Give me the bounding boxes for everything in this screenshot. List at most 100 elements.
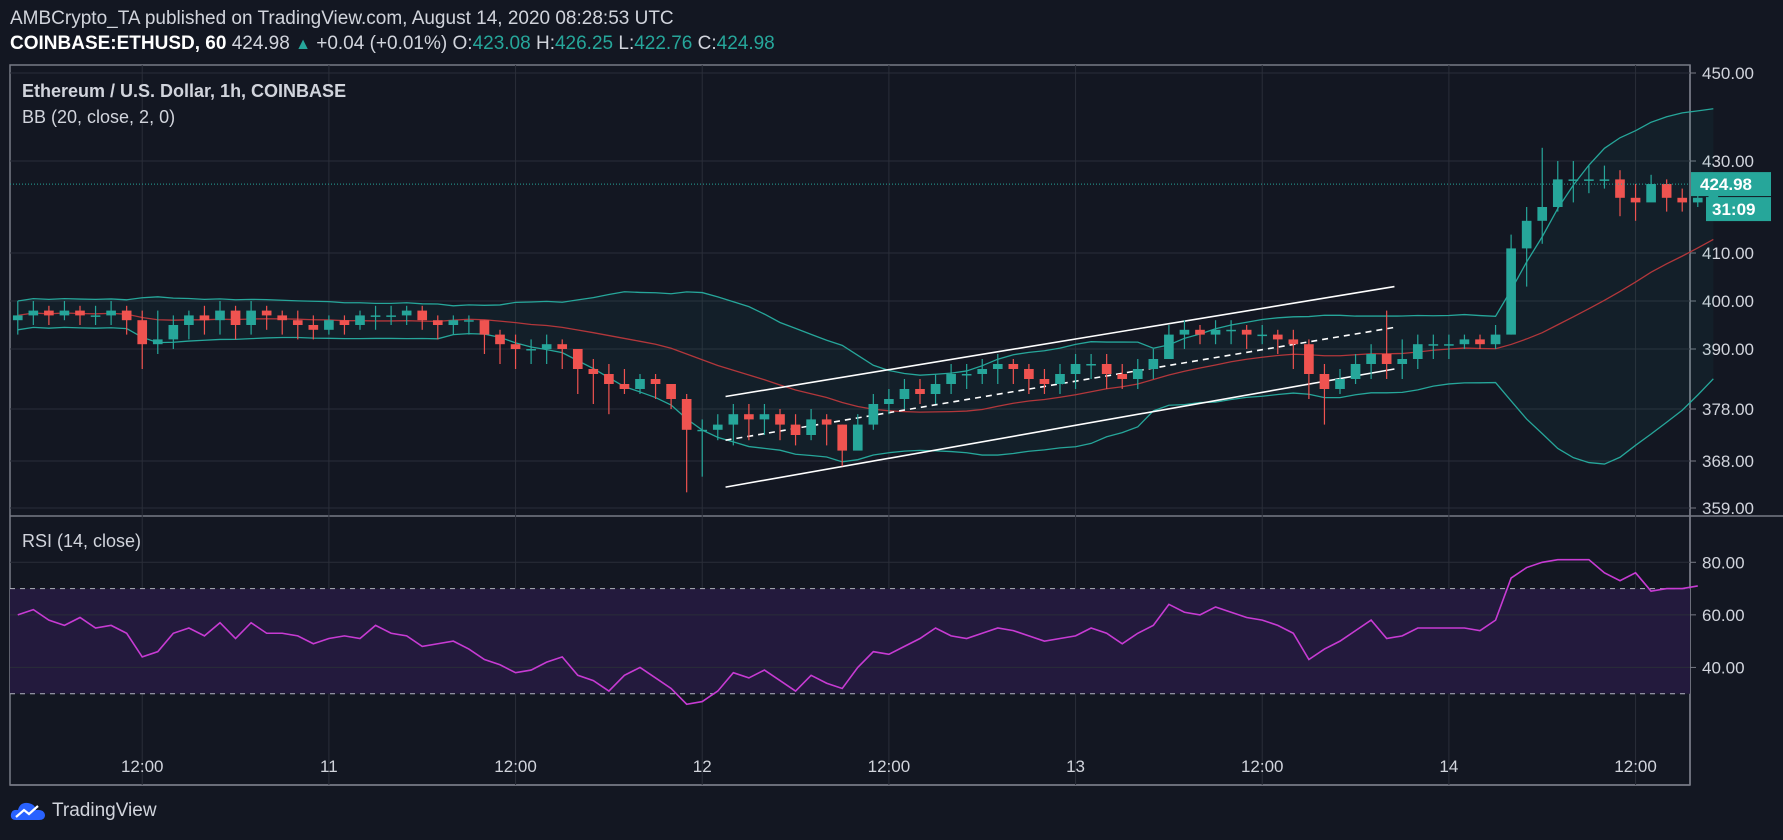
candle-body: [1428, 344, 1439, 346]
chart-title: Ethereum / U.S. Dollar, 1h, COINBASE: [22, 81, 346, 101]
candle-body: [557, 344, 568, 349]
candle-body: [1552, 179, 1563, 207]
channel-upper-line: [725, 285, 1395, 398]
candle-body: [712, 424, 723, 430]
publisher-name[interactable]: AMBCrypto_TA: [10, 8, 140, 29]
candle-body: [1475, 339, 1485, 345]
candle-body: [1397, 359, 1408, 364]
price-axis-label: 450.00: [1702, 64, 1754, 83]
candle-body: [1164, 334, 1174, 359]
candle-body: [1537, 207, 1548, 221]
candle-body: [292, 320, 303, 325]
candle-body: [261, 310, 272, 316]
candle-body: [868, 404, 879, 425]
price-axis-label: 410.00: [1702, 244, 1754, 263]
time-axis-label: 12:00: [1614, 757, 1657, 776]
candle-body: [510, 344, 521, 349]
candle-body: [1132, 369, 1143, 379]
time-axis-label: 12:00: [1241, 757, 1284, 776]
publish-info: AMBCrypto_TA published on TradingView.co…: [10, 8, 674, 30]
bollinger-lower-band: [17, 326, 1714, 465]
candle-body: [806, 419, 816, 435]
close-value: 424.98: [716, 33, 775, 54]
tradingview-cloud-icon: [10, 802, 45, 820]
candle-body: [199, 315, 210, 321]
time-axis-label: 11: [320, 757, 338, 776]
candle-body: [184, 315, 194, 325]
candle-body: [1335, 379, 1345, 389]
candle-body: [775, 414, 785, 425]
candle-body: [168, 325, 179, 340]
candle-body: [1319, 374, 1330, 389]
countdown-label: 31:09: [1712, 200, 1755, 219]
candle-body: [1584, 179, 1594, 181]
channel-lower-line: [725, 368, 1395, 488]
candle-body: [977, 369, 988, 374]
candle-body: [681, 399, 692, 430]
candle-body: [1288, 339, 1299, 345]
candle-body: [75, 310, 85, 316]
low-label: L:: [618, 33, 635, 54]
candle-body: [1257, 334, 1268, 337]
time-axis-label: 14: [1439, 757, 1458, 776]
candle-body: [1008, 364, 1019, 369]
candle-body: [697, 429, 708, 432]
rsi-band-fill: [10, 588, 1690, 694]
candle-body: [635, 379, 645, 389]
candle-body: [1101, 364, 1112, 374]
published-text: published on TradingView.com, August 14,…: [144, 8, 674, 29]
candle-body: [1350, 364, 1361, 379]
bollinger-basis: [17, 238, 1714, 413]
last-price: 424.98: [231, 33, 290, 54]
price-axis-label: 378.00: [1702, 400, 1754, 419]
candle-body: [1599, 179, 1610, 181]
time-axis-label: 12:00: [494, 757, 537, 776]
last-price-tag: [1691, 172, 1771, 197]
candle-body: [1070, 364, 1081, 374]
candle-body: [666, 384, 676, 399]
rsi-axis-label: 40.00: [1702, 658, 1745, 677]
candle-body: [1117, 374, 1128, 379]
candle-body: [355, 315, 365, 325]
bollinger-upper-band: [17, 108, 1714, 376]
bb-indicator-label: BB (20, close, 2, 0): [22, 107, 175, 127]
candle-body: [277, 315, 288, 321]
candle-body: [1677, 197, 1688, 203]
rsi-title: RSI (14, close): [22, 531, 141, 551]
price-axis-label: 390.00: [1702, 340, 1754, 359]
candle-body: [230, 310, 241, 325]
tradingview-logo[interactable]: TradingView: [10, 800, 157, 822]
candle-body: [1304, 344, 1314, 374]
candle-body: [308, 325, 319, 330]
open-label: O:: [452, 33, 473, 54]
price-axis-label: 400.00: [1702, 292, 1754, 311]
candle-body: [59, 310, 70, 316]
rsi-axis-label: 80.00: [1702, 553, 1745, 572]
candle-body: [992, 364, 1003, 369]
channel-midline: [725, 326, 1395, 441]
candle-body: [1195, 329, 1205, 335]
candle-body: [90, 315, 101, 317]
candle-body: [401, 310, 412, 316]
candle-body: [526, 349, 536, 351]
candle-body: [759, 414, 770, 420]
candle-body: [1646, 184, 1656, 203]
open-value: 423.08: [472, 33, 531, 54]
symbol-name[interactable]: COINBASE:ETHUSD, 60: [10, 33, 227, 54]
candle-body: [728, 414, 739, 425]
candle-body: [1024, 369, 1034, 379]
candle-body: [28, 310, 39, 316]
candle-body: [946, 374, 956, 384]
low-value: 422.76: [634, 33, 693, 54]
candle-body: [1381, 354, 1392, 364]
candle-body: [370, 315, 381, 317]
candle-body: [1630, 197, 1641, 203]
candle-body: [821, 419, 832, 425]
candle-body: [1210, 329, 1221, 335]
symbol-ohlc-bar: COINBASE:ETHUSD, 60 424.98 ▲ +0.04 (+0.0…: [10, 33, 775, 55]
candle-body: [1241, 329, 1252, 335]
candle-body: [1272, 334, 1283, 340]
price-change: +0.04 (+0.01%): [316, 33, 448, 54]
candle-body: [1366, 354, 1376, 364]
